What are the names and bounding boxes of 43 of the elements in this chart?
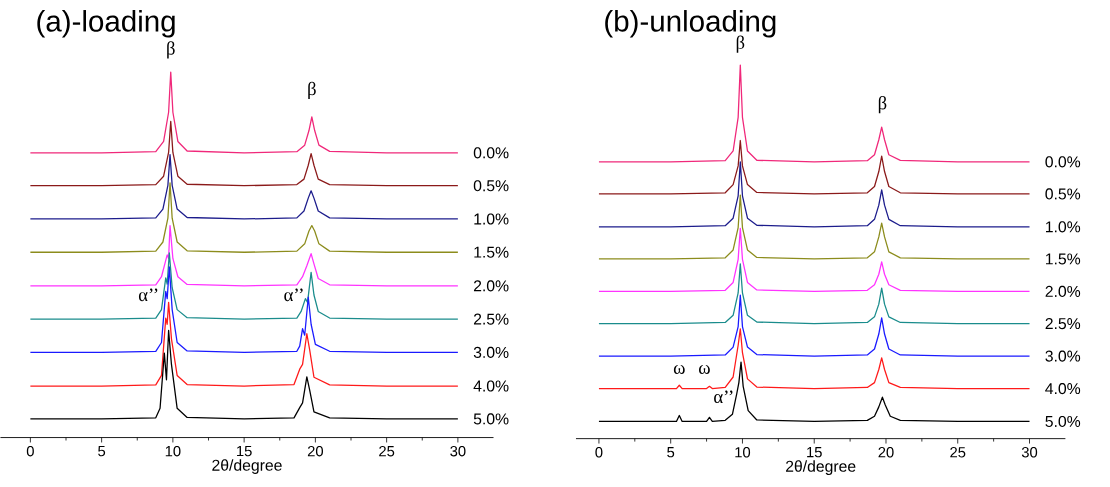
annotation: ω: [699, 364, 710, 374]
chart-title: (a)-loading: [37, 9, 175, 38]
x-axis-title: 2θ/degree: [786, 460, 856, 475]
series-label: 1.5%: [1046, 253, 1081, 265]
annotation: ω: [673, 364, 685, 374]
x-tick-label: 0: [26, 445, 34, 457]
annotation: α’’: [714, 390, 733, 404]
annotation: α’’: [284, 288, 303, 302]
series-label: 5.0%: [473, 413, 509, 425]
annotation: α’’: [138, 288, 158, 302]
x-tick-label: 15: [807, 446, 822, 458]
x-tick-label: 10: [165, 445, 181, 457]
x-tick-label: 20: [307, 445, 324, 457]
x-tick-label: 30: [1021, 446, 1038, 458]
series-label: 1.0%: [1046, 221, 1081, 233]
series-label: 2.5%: [1045, 317, 1081, 330]
series-label: 0.5%: [1045, 188, 1081, 200]
series-label: 0.0%: [1045, 156, 1081, 168]
x-tick-label: 15: [237, 445, 252, 457]
x-axis-title: 2θ/degree: [212, 459, 282, 474]
x-tick-label: 10: [735, 446, 751, 458]
series-label: 0.5%: [473, 180, 509, 192]
series-label: 4.0%: [1045, 382, 1081, 395]
x-tick-label: 5: [667, 446, 675, 458]
x-tick-label: 25: [379, 445, 395, 457]
series-label: 2.5%: [473, 313, 509, 325]
series-label: 3.0%: [473, 346, 509, 358]
series-label: 1.0%: [474, 213, 509, 225]
annotation: β: [308, 81, 316, 99]
annotation: β: [878, 95, 887, 114]
series-label: 0.0%: [473, 147, 509, 159]
series-label: 2.0%: [1045, 285, 1081, 297]
x-tick-label: 0: [595, 446, 603, 458]
x-tick-label: 20: [878, 446, 894, 458]
x-tick-label: 25: [950, 446, 966, 458]
series-label: 4.0%: [473, 380, 509, 392]
series-label: 3.0%: [1045, 350, 1081, 362]
series-label: 5.0%: [1045, 415, 1081, 427]
x-tick-label: 5: [98, 445, 106, 457]
x-tick-label: 30: [450, 445, 466, 457]
series-label: 2.0%: [473, 280, 509, 292]
text: β: [167, 41, 175, 59]
series-label: 1.5%: [474, 246, 509, 258]
